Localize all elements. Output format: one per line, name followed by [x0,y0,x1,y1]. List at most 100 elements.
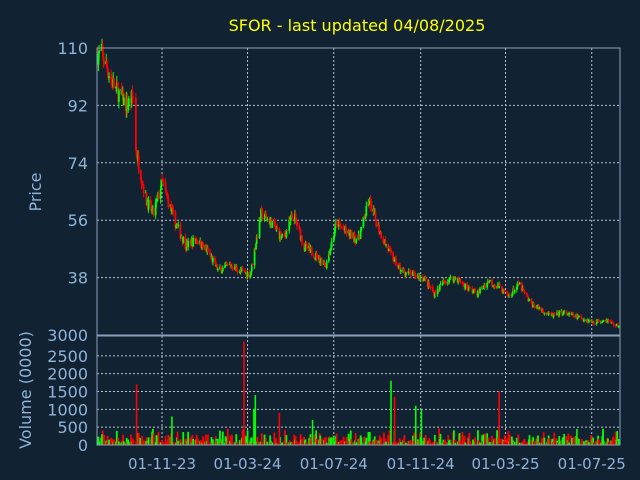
volume-bar [449,442,452,445]
candle-body [369,199,372,202]
x-ticks: 01-11-23 01-03-24 01-07-24 01-11-24 01-03-25… [128,455,626,473]
volume-bar [612,438,615,445]
candle-body [451,276,454,280]
candle-body [167,197,170,207]
volume-bar [118,441,120,445]
volume-bar [481,435,484,445]
candle-body [330,241,333,248]
price-candles [96,38,620,329]
candle-body [413,271,416,273]
volume-bar [517,434,520,445]
candle-body [577,315,580,317]
volume-bar [156,435,158,445]
candle-body [337,221,340,227]
candle-body [255,236,258,244]
candle-body [130,91,133,104]
candle-body [375,219,378,227]
candle-body [180,236,183,239]
candle-body [353,232,356,242]
volume-bar [286,442,289,445]
volume-bar [325,442,328,445]
volume-bar [602,428,604,445]
volume-bar [291,442,293,445]
volume-bar [523,438,526,445]
candle-body [175,225,178,229]
candle-body [578,316,580,318]
candle-body [106,67,109,73]
candle-body [295,217,298,222]
volume-bar [463,435,466,445]
candle-body [486,282,489,288]
volume-bar [256,436,259,445]
candle-body [126,99,129,109]
candle-body [513,289,516,293]
candle-body [438,284,441,290]
candle-body [306,243,308,249]
volume-bar [241,429,244,445]
volume-bar [568,442,571,445]
volume-bar [108,439,110,445]
candle-body [533,304,536,308]
volume-bar [413,432,416,445]
volume-bar [271,442,274,445]
volume-spike-bar [311,420,314,445]
volume-bar [122,434,125,445]
volume-bar [97,436,100,445]
candle-body [453,276,456,278]
candle-body [161,179,164,182]
candle-body [115,86,117,89]
volume-y-tick-label: 1000 [47,400,88,419]
candle-body [280,235,283,238]
volume-y-tick-label: 0 [78,436,88,455]
grid [97,47,620,445]
candle-body [231,268,234,270]
candle-body [219,267,222,269]
volume-bar [360,437,363,445]
candle-body [225,263,228,266]
candle-body [595,323,597,325]
candle-body [515,286,518,290]
candle-body [588,319,590,323]
candle-body [313,255,315,259]
candle-body [601,322,604,324]
candle-body [349,233,351,237]
volume-y-tick-label: 2000 [47,365,88,384]
volume-bar [157,431,160,445]
volume-bar [192,438,195,445]
candle-body [345,230,348,234]
volume-bar [152,433,155,445]
candle-body [241,268,244,271]
candle-body [214,261,217,267]
candle-body [325,261,328,268]
candle-body [459,278,462,283]
candle-body [194,238,197,242]
candle-body [558,311,561,316]
volume-bar [508,434,511,445]
volume-bar [578,438,580,445]
candle-body [378,224,380,233]
candle-body [330,247,332,250]
price-y-ticks: 110 92 74 56 38 3000 [47,39,88,345]
volume-bar [614,431,617,445]
candle-body [221,267,224,272]
candle-body [152,207,155,216]
candle-body [446,281,449,284]
volume-bar [602,440,605,445]
volume-bar [553,432,556,445]
volume-plot-frame [96,335,621,446]
candle-body [407,270,410,273]
volume-bar [429,442,432,445]
volume-bar [469,440,472,445]
candle-body [207,248,209,252]
candle-body [409,271,411,273]
volume-bar [251,442,254,445]
candle-body [150,203,153,212]
candle-body [174,212,177,229]
candle-body [305,243,308,245]
candle-body [269,220,272,225]
candle-body [600,321,603,323]
candle-body [397,264,400,268]
volume-spike-bar [254,395,257,445]
candle-body [166,192,168,196]
